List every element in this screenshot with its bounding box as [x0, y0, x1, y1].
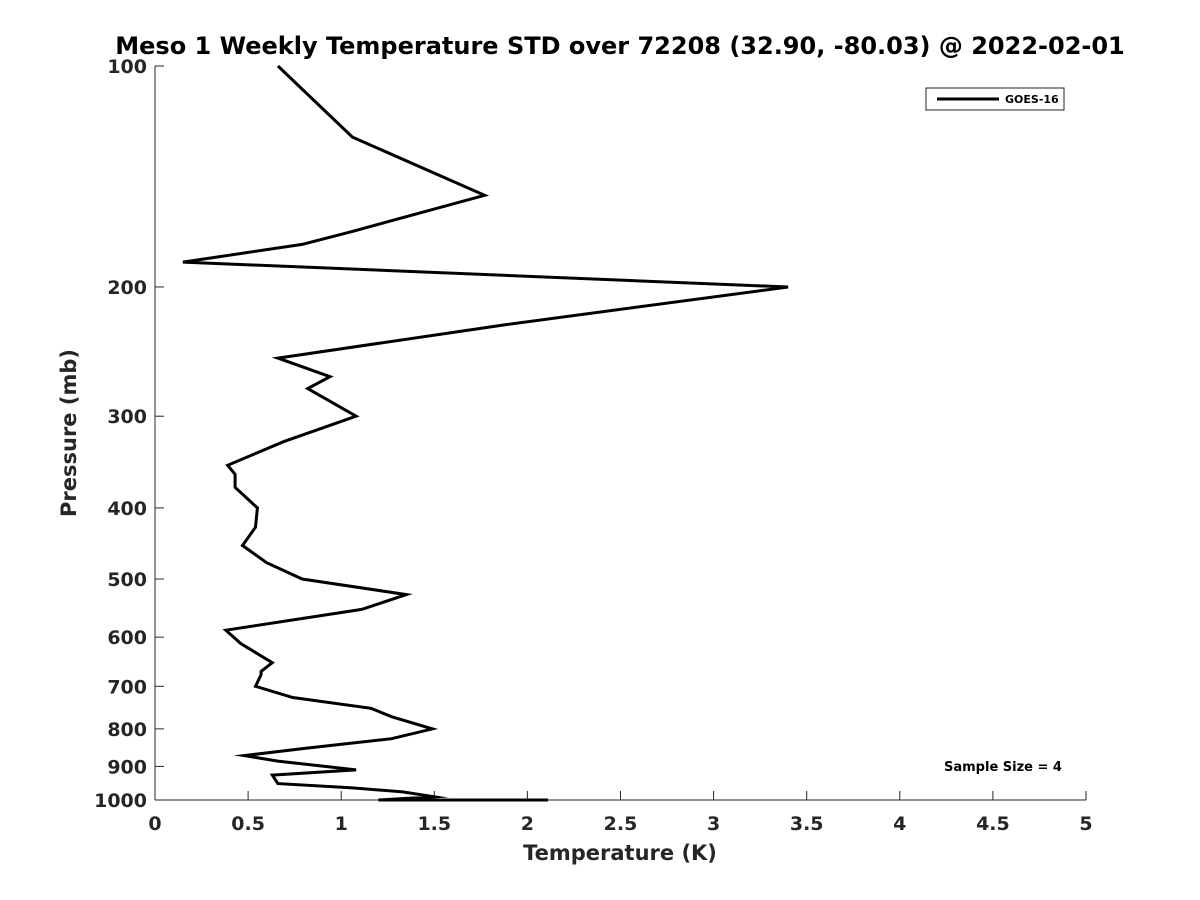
x-tick-label: 2	[521, 813, 534, 835]
x-ticks: 0 0.5 1 1.5 2 2.5 3 3.5 4 4.5 5	[148, 791, 1093, 835]
plot-axes	[154, 66, 1086, 801]
y-tick-label: 600	[107, 627, 147, 649]
x-tick-label: 1.5	[417, 813, 451, 835]
y-tick-label: 200	[107, 277, 147, 299]
x-tick-label: 3	[707, 813, 720, 835]
sample-size-annotation: Sample Size = 4	[944, 760, 1062, 775]
y-tick-label: 300	[107, 406, 147, 428]
x-tick-label: 4	[893, 813, 906, 835]
y-tick-label: 100	[107, 56, 147, 78]
legend: GOES-16	[925, 87, 1065, 111]
y-tick-label: 500	[107, 569, 147, 591]
y-tick-label: 800	[107, 719, 147, 741]
y-ticks: 100 200 300 400 500 600 700 800 900 1000	[94, 56, 164, 812]
y-tick-label: 400	[107, 498, 147, 520]
legend-label-goes16: GOES-16	[1005, 93, 1059, 106]
y-axis-label: Pressure (mb)	[57, 349, 81, 517]
x-tick-label: 5	[1079, 813, 1092, 835]
x-tick-label: 2.5	[604, 813, 638, 835]
x-axis-label: Temperature (K)	[523, 841, 717, 865]
series-lines	[182, 64, 789, 802]
y-tick-label: 1000	[94, 790, 147, 812]
x-tick-label: 1	[335, 813, 348, 835]
x-tick-label: 3.5	[790, 813, 824, 835]
chart-title: Meso 1 Weekly Temperature STD over 72208…	[115, 32, 1125, 60]
y-tick-label: 900	[107, 756, 147, 778]
x-tick-label: 4.5	[976, 813, 1010, 835]
x-tick-label: 0.5	[231, 813, 265, 835]
y-tick-label: 700	[107, 676, 147, 698]
series-line-goes-16	[182, 64, 789, 802]
x-tick-label: 0	[148, 813, 161, 835]
